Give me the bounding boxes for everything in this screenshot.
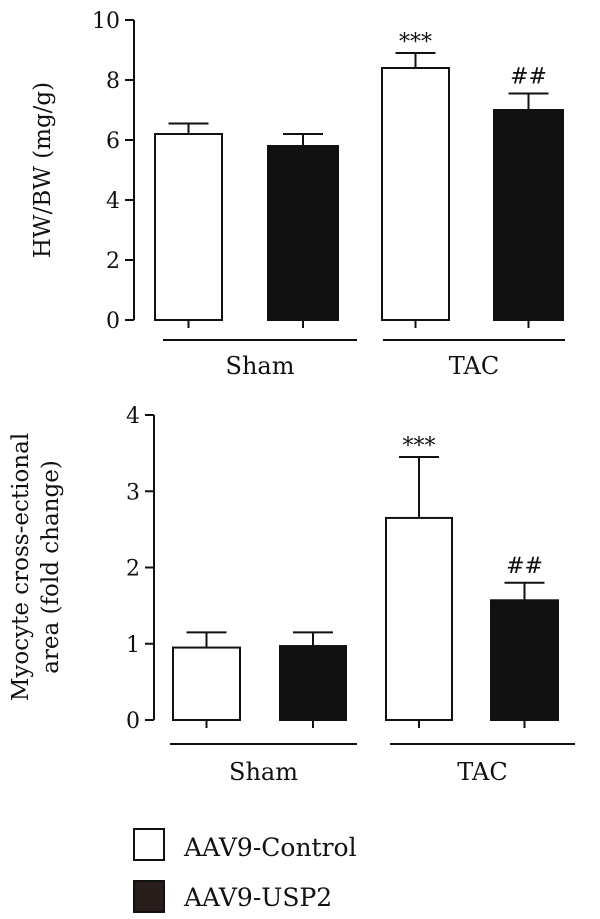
y-tick-label: 1	[126, 633, 140, 658]
y-tick-label: 3	[126, 480, 140, 505]
legend-label-control: AAV9-Control	[183, 833, 357, 862]
y-tick-label: 4	[126, 404, 140, 429]
significance-annotation: ##	[506, 554, 543, 579]
bar-sham-usp2	[267, 145, 339, 321]
legend-label-usp2: AAV9-USP2	[183, 883, 332, 912]
y-tick-label: 8	[106, 69, 120, 94]
bar-sham-control	[154, 133, 223, 321]
legend-swatch-usp2	[133, 880, 165, 913]
y-tick-label: 0	[126, 709, 140, 734]
bar-tac-usp2	[493, 109, 564, 321]
bar-tac-control	[385, 516, 453, 721]
legend-swatch-control	[133, 828, 165, 861]
bar-tac-usp2	[490, 599, 559, 721]
group-label-tac: TAC	[457, 758, 507, 786]
y-axis-title-line: Myocyte cross-ectional	[8, 433, 34, 701]
bar-sham-usp2	[279, 645, 347, 721]
bar-tac-control	[381, 67, 450, 321]
y-axis-title-line: area (fold change)	[38, 460, 64, 674]
y-tick-label: 6	[106, 129, 120, 154]
bar-sham-control	[172, 646, 241, 721]
chart-myocyte-area: 0 1 2 3 4 Myocyte cross-ectional area (fold ch…	[8, 404, 575, 786]
significance-annotation: ***	[399, 30, 432, 55]
y-tick-label: 0	[106, 309, 120, 334]
group-label-sham: Sham	[226, 352, 295, 380]
y-tick-label: 10	[92, 9, 120, 34]
y-tick-label: 2	[126, 557, 140, 582]
y-tick-label: 2	[106, 249, 120, 274]
significance-annotation: ***	[403, 434, 436, 459]
significance-annotation: ##	[510, 65, 547, 90]
chart-hw-bw: 0 2 4 6 8 10 HW/BW (mg/g) *** ## Sham TAC	[30, 9, 565, 380]
group-label-tac: TAC	[449, 352, 499, 380]
y-tick-label: 4	[106, 189, 120, 214]
group-label-sham: Sham	[229, 758, 298, 786]
legend: AAV9-Control AAV9-USP2	[133, 828, 357, 913]
y-axis-title: HW/BW (mg/g)	[30, 82, 56, 258]
